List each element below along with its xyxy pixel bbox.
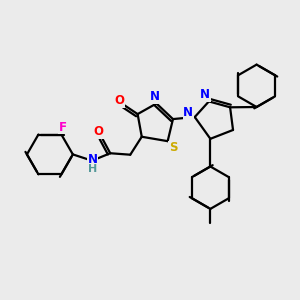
Text: N: N <box>88 153 98 166</box>
Text: N: N <box>200 88 210 101</box>
Text: O: O <box>94 125 103 138</box>
Text: N: N <box>150 90 160 103</box>
Text: F: F <box>59 121 67 134</box>
Text: N: N <box>183 106 193 119</box>
Text: S: S <box>169 141 177 154</box>
Text: O: O <box>114 94 124 107</box>
Text: H: H <box>88 164 97 174</box>
